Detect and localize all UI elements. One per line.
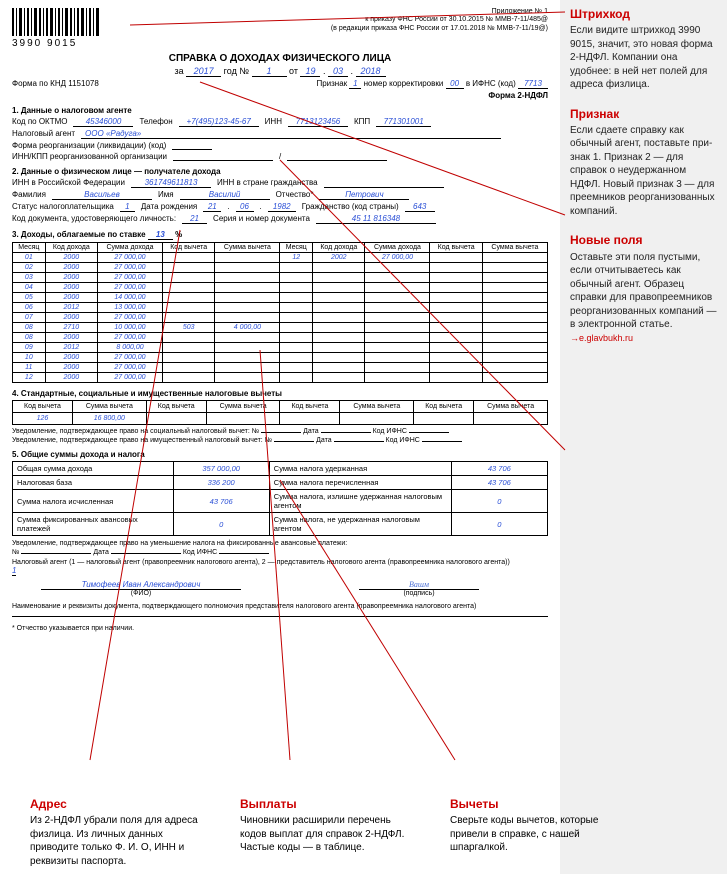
income-table: МесяцКод доходаСумма доходаКод вычетаСум… bbox=[12, 242, 548, 383]
section4-header: 4. Стандартные, социальные и имущественн… bbox=[12, 389, 548, 398]
signature: Вашм bbox=[359, 580, 479, 590]
form-name: Форма 2-НДФЛ bbox=[12, 91, 548, 100]
document-form: 3990 9015 Приложение № 1 к приказу ФНС Р… bbox=[0, 0, 560, 874]
annotations-sidebar: Штрихкод Если видите штрихкод 3990 9015,… bbox=[560, 0, 727, 874]
deductions-table: Код вычетаСумма вычетаКод вычетаСумма вы… bbox=[12, 400, 548, 425]
annotation-priznak: Признак Если сдаете справку как обычный … bbox=[570, 106, 717, 219]
form-title: СПРАВКА О ДОХОДАХ ФИЗИЧЕСКОГО ЛИЦА bbox=[12, 53, 548, 64]
barcode-bars bbox=[12, 8, 102, 36]
section3-header: 3. Доходы, облагаемые по ставке 13 % bbox=[12, 230, 548, 240]
footer-deductions: Вычеты Сверьте коды вычетов, которые при… bbox=[450, 796, 620, 868]
barcode: 3990 9015 bbox=[12, 8, 102, 49]
annotation-barcode: Штрихкод Если видите штрихкод 3990 9015,… bbox=[570, 6, 717, 92]
form-subtitle: за 2017 год № 1 от 19 . 03 . 2018 bbox=[12, 66, 548, 77]
external-link[interactable]: →e.glavbukh.ru bbox=[570, 332, 717, 344]
appendix-line1: Приложение № 1 bbox=[331, 8, 548, 16]
barcode-number: 3990 9015 bbox=[12, 38, 77, 49]
footer-address: Адрес Из 2-НДФЛ убрали поля для адреса ф… bbox=[30, 796, 200, 868]
form-knd: Форма по КНД 1151078 bbox=[12, 79, 99, 89]
section2-header: 2. Данные о физическом лице — получателе… bbox=[12, 167, 548, 176]
section1-header: 1. Данные о налоговом агенте bbox=[12, 106, 548, 115]
appendix-line2: к приказу ФНС России от 30.10.2015 № ММВ… bbox=[331, 16, 548, 24]
footer-annotations: Адрес Из 2-НДФЛ убрали поля для адреса ф… bbox=[0, 796, 727, 868]
priznak-line: Признак 1 номер корректировки 00 в ИФНС … bbox=[316, 79, 548, 89]
section5-header: 5. Общие суммы дохода и налога bbox=[12, 450, 548, 459]
appendix-note: Приложение № 1 к приказу ФНС России от 3… bbox=[331, 8, 548, 49]
footer-payments: Выплаты Чиновники расширили пере­чень ко… bbox=[240, 796, 410, 868]
appendix-line3: (в редакции приказа ФНС России от 17.01.… bbox=[331, 25, 548, 33]
annotation-new-fields: Новые поля Оставьте эти поля пустыми, ес… bbox=[570, 232, 717, 343]
totals-table: Общая сумма дохода357 000,00Сумма налога… bbox=[12, 461, 548, 536]
